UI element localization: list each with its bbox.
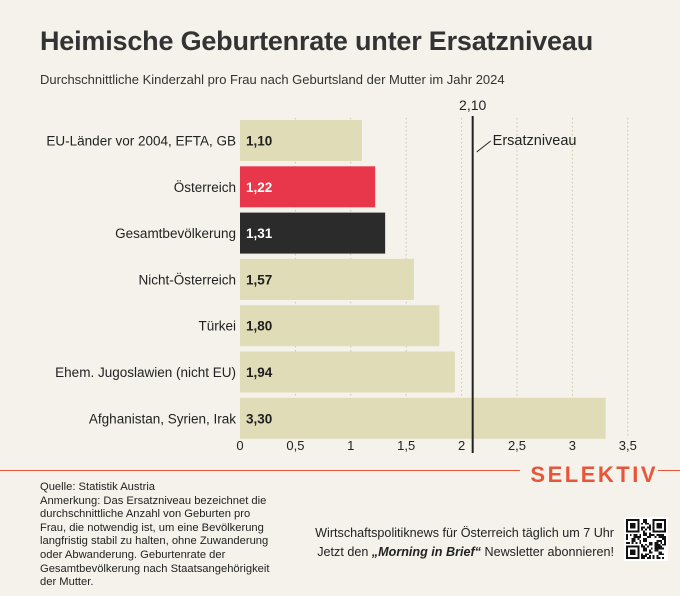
category-label: Türkei xyxy=(198,319,236,334)
newsletter-cta[interactable]: Wirtschaftspolitiknews für Österreich tä… xyxy=(315,524,614,562)
value-label: 1,22 xyxy=(246,180,272,195)
reference-value-label: 2,10 xyxy=(459,97,486,113)
value-label: 1,31 xyxy=(246,226,273,241)
bar xyxy=(240,397,606,439)
x-tick-label: 3 xyxy=(569,438,576,453)
bar xyxy=(240,120,362,161)
qr-code-icon[interactable] xyxy=(624,517,668,561)
source-text: Quelle: Statistik Austria xyxy=(40,481,156,493)
chart-title: Heimische Geburtenrate unter Ersatznivea… xyxy=(40,26,593,56)
cta-line-1: Wirtschaftspolitiknews für Österreich tä… xyxy=(315,526,614,540)
bar xyxy=(240,351,455,393)
value-label: 1,10 xyxy=(246,134,272,149)
bar xyxy=(240,212,386,254)
brand-logo: SELEKTIV xyxy=(520,462,658,488)
reference-callout xyxy=(476,140,491,153)
x-tick-label: 2,5 xyxy=(508,438,526,453)
category-label: Afghanistan, Syrien, Irak xyxy=(89,411,236,426)
x-tick-label: 3,5 xyxy=(619,438,637,453)
chart-subtitle: Durchschnittliche Kinderzahl pro Frau na… xyxy=(40,72,505,87)
cta-line-2: Jetzt den „Morning in Brief“ Newsletter … xyxy=(317,545,614,559)
category-label: EU-Länder vor 2004, EFTA, GB xyxy=(46,134,236,149)
bar xyxy=(240,258,414,300)
footer-divider xyxy=(0,470,680,471)
bar xyxy=(240,166,376,208)
x-tick-label: 1 xyxy=(347,438,354,453)
category-label: Ehem. Jugoslawien (nicht EU) xyxy=(55,365,236,380)
reference-text-label: Ersatzniveau xyxy=(493,133,577,149)
category-label: Gesamtbevölkerung xyxy=(115,226,236,241)
category-label: Österreich xyxy=(174,180,236,195)
footnotes: Quelle: Statistik Austria Anmerkung: Das… xyxy=(40,481,272,590)
x-tick-label: 2 xyxy=(458,438,465,453)
x-tick-label: 0 xyxy=(236,438,243,453)
bar-chart: EU-Länder vor 2004, EFTA, GB 1,10 Österrei… xyxy=(46,97,637,453)
note-text: Anmerkung: Das Ersatzniveau bezeichnet d… xyxy=(40,494,270,589)
bar xyxy=(240,305,440,347)
value-label: 1,57 xyxy=(246,272,272,287)
value-label: 1,80 xyxy=(246,319,272,334)
value-label: 3,30 xyxy=(246,411,272,426)
x-tick-label: 0,5 xyxy=(286,438,304,453)
x-tick-label: 1,5 xyxy=(397,438,415,453)
category-label: Nicht-Österreich xyxy=(138,272,236,287)
value-label: 1,94 xyxy=(246,365,273,380)
